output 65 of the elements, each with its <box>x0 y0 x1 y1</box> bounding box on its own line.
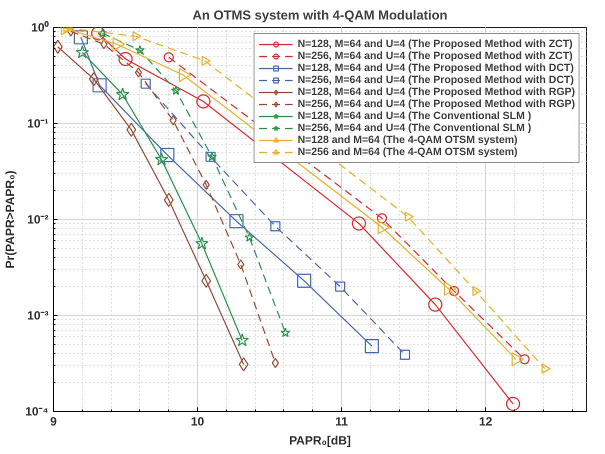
y-axis-title: Pr(PAPR>PAPR₀) <box>3 170 18 268</box>
point <box>91 28 106 40</box>
legend-label: N=128, M=64 and U=4 (The Conventional SLM ) <box>298 110 532 122</box>
legend-label: N=256, M=64 and U=4 (The Proposed Method with ZCT) <box>298 50 573 62</box>
point <box>400 350 410 360</box>
y-tick-label: 10⁻² <box>27 212 49 226</box>
point <box>376 213 388 224</box>
point <box>364 339 379 354</box>
legend-label: N=256 and M=64 (The 4-QAM OTSM system) <box>298 146 518 158</box>
x-tick-label: 9 <box>50 414 58 428</box>
chart-title: An OTMS system with 4-QAM Modulation <box>192 8 448 22</box>
point <box>100 39 108 50</box>
point <box>195 236 209 250</box>
point <box>202 180 210 190</box>
point <box>404 212 414 222</box>
y-tick-label: 10⁻³ <box>27 308 49 322</box>
point <box>140 78 151 89</box>
point <box>229 214 244 228</box>
point <box>352 216 366 231</box>
point <box>201 274 212 288</box>
point <box>519 354 530 364</box>
point <box>74 30 88 44</box>
point <box>116 88 130 100</box>
y-tick-label: 10⁰ <box>31 20 50 34</box>
point <box>444 282 456 296</box>
legend-label: N=128 and M=64 (The 4-QAM OTSM system) <box>298 134 518 146</box>
legend-label: N=256, M=64 and U=4 (The Proposed Method with DCT) <box>298 74 574 86</box>
point <box>506 396 520 411</box>
legend-label: N=128, M=64 and U=4 (The Proposed Method with ZCT) <box>298 38 573 50</box>
legend-label: N=128, M=64 and U=4 (The Proposed Method with DCT) <box>298 62 574 74</box>
point <box>118 52 133 66</box>
point <box>134 67 142 78</box>
point <box>164 52 174 62</box>
point <box>238 357 249 372</box>
point <box>297 274 312 288</box>
point <box>169 115 177 126</box>
point <box>132 31 142 42</box>
point <box>171 86 181 95</box>
legend-label: N=128, M=64 and U=4 (The Proposed Method with RGP) <box>298 86 575 98</box>
x-tick-label: 12 <box>478 414 493 428</box>
point <box>92 78 107 92</box>
point <box>126 122 136 137</box>
legend-label: N=256, M=64 and U=4 (The Conventional SLM ) <box>298 122 532 134</box>
point <box>160 148 174 162</box>
point <box>542 363 551 374</box>
point <box>196 94 210 108</box>
y-tick-label: 10⁻⁴ <box>25 404 49 418</box>
x-tick-label: 11 <box>335 414 348 428</box>
point <box>88 72 99 86</box>
legend-label: N=256, M=64 and U=4 (The Proposed Method with RGP) <box>298 98 575 110</box>
point <box>270 221 280 232</box>
x-axis-title: PAPR₀[dB] <box>289 434 351 448</box>
point <box>154 152 168 166</box>
point <box>472 286 482 296</box>
point <box>244 232 254 242</box>
point <box>428 297 442 312</box>
point <box>76 45 90 58</box>
point <box>135 45 145 54</box>
point <box>235 333 249 346</box>
y-tick-label: 10⁻¹ <box>27 116 49 130</box>
x-tick-label: 10 <box>190 414 205 428</box>
point <box>164 192 174 208</box>
point <box>280 328 290 338</box>
point <box>335 282 346 292</box>
point <box>202 56 211 66</box>
